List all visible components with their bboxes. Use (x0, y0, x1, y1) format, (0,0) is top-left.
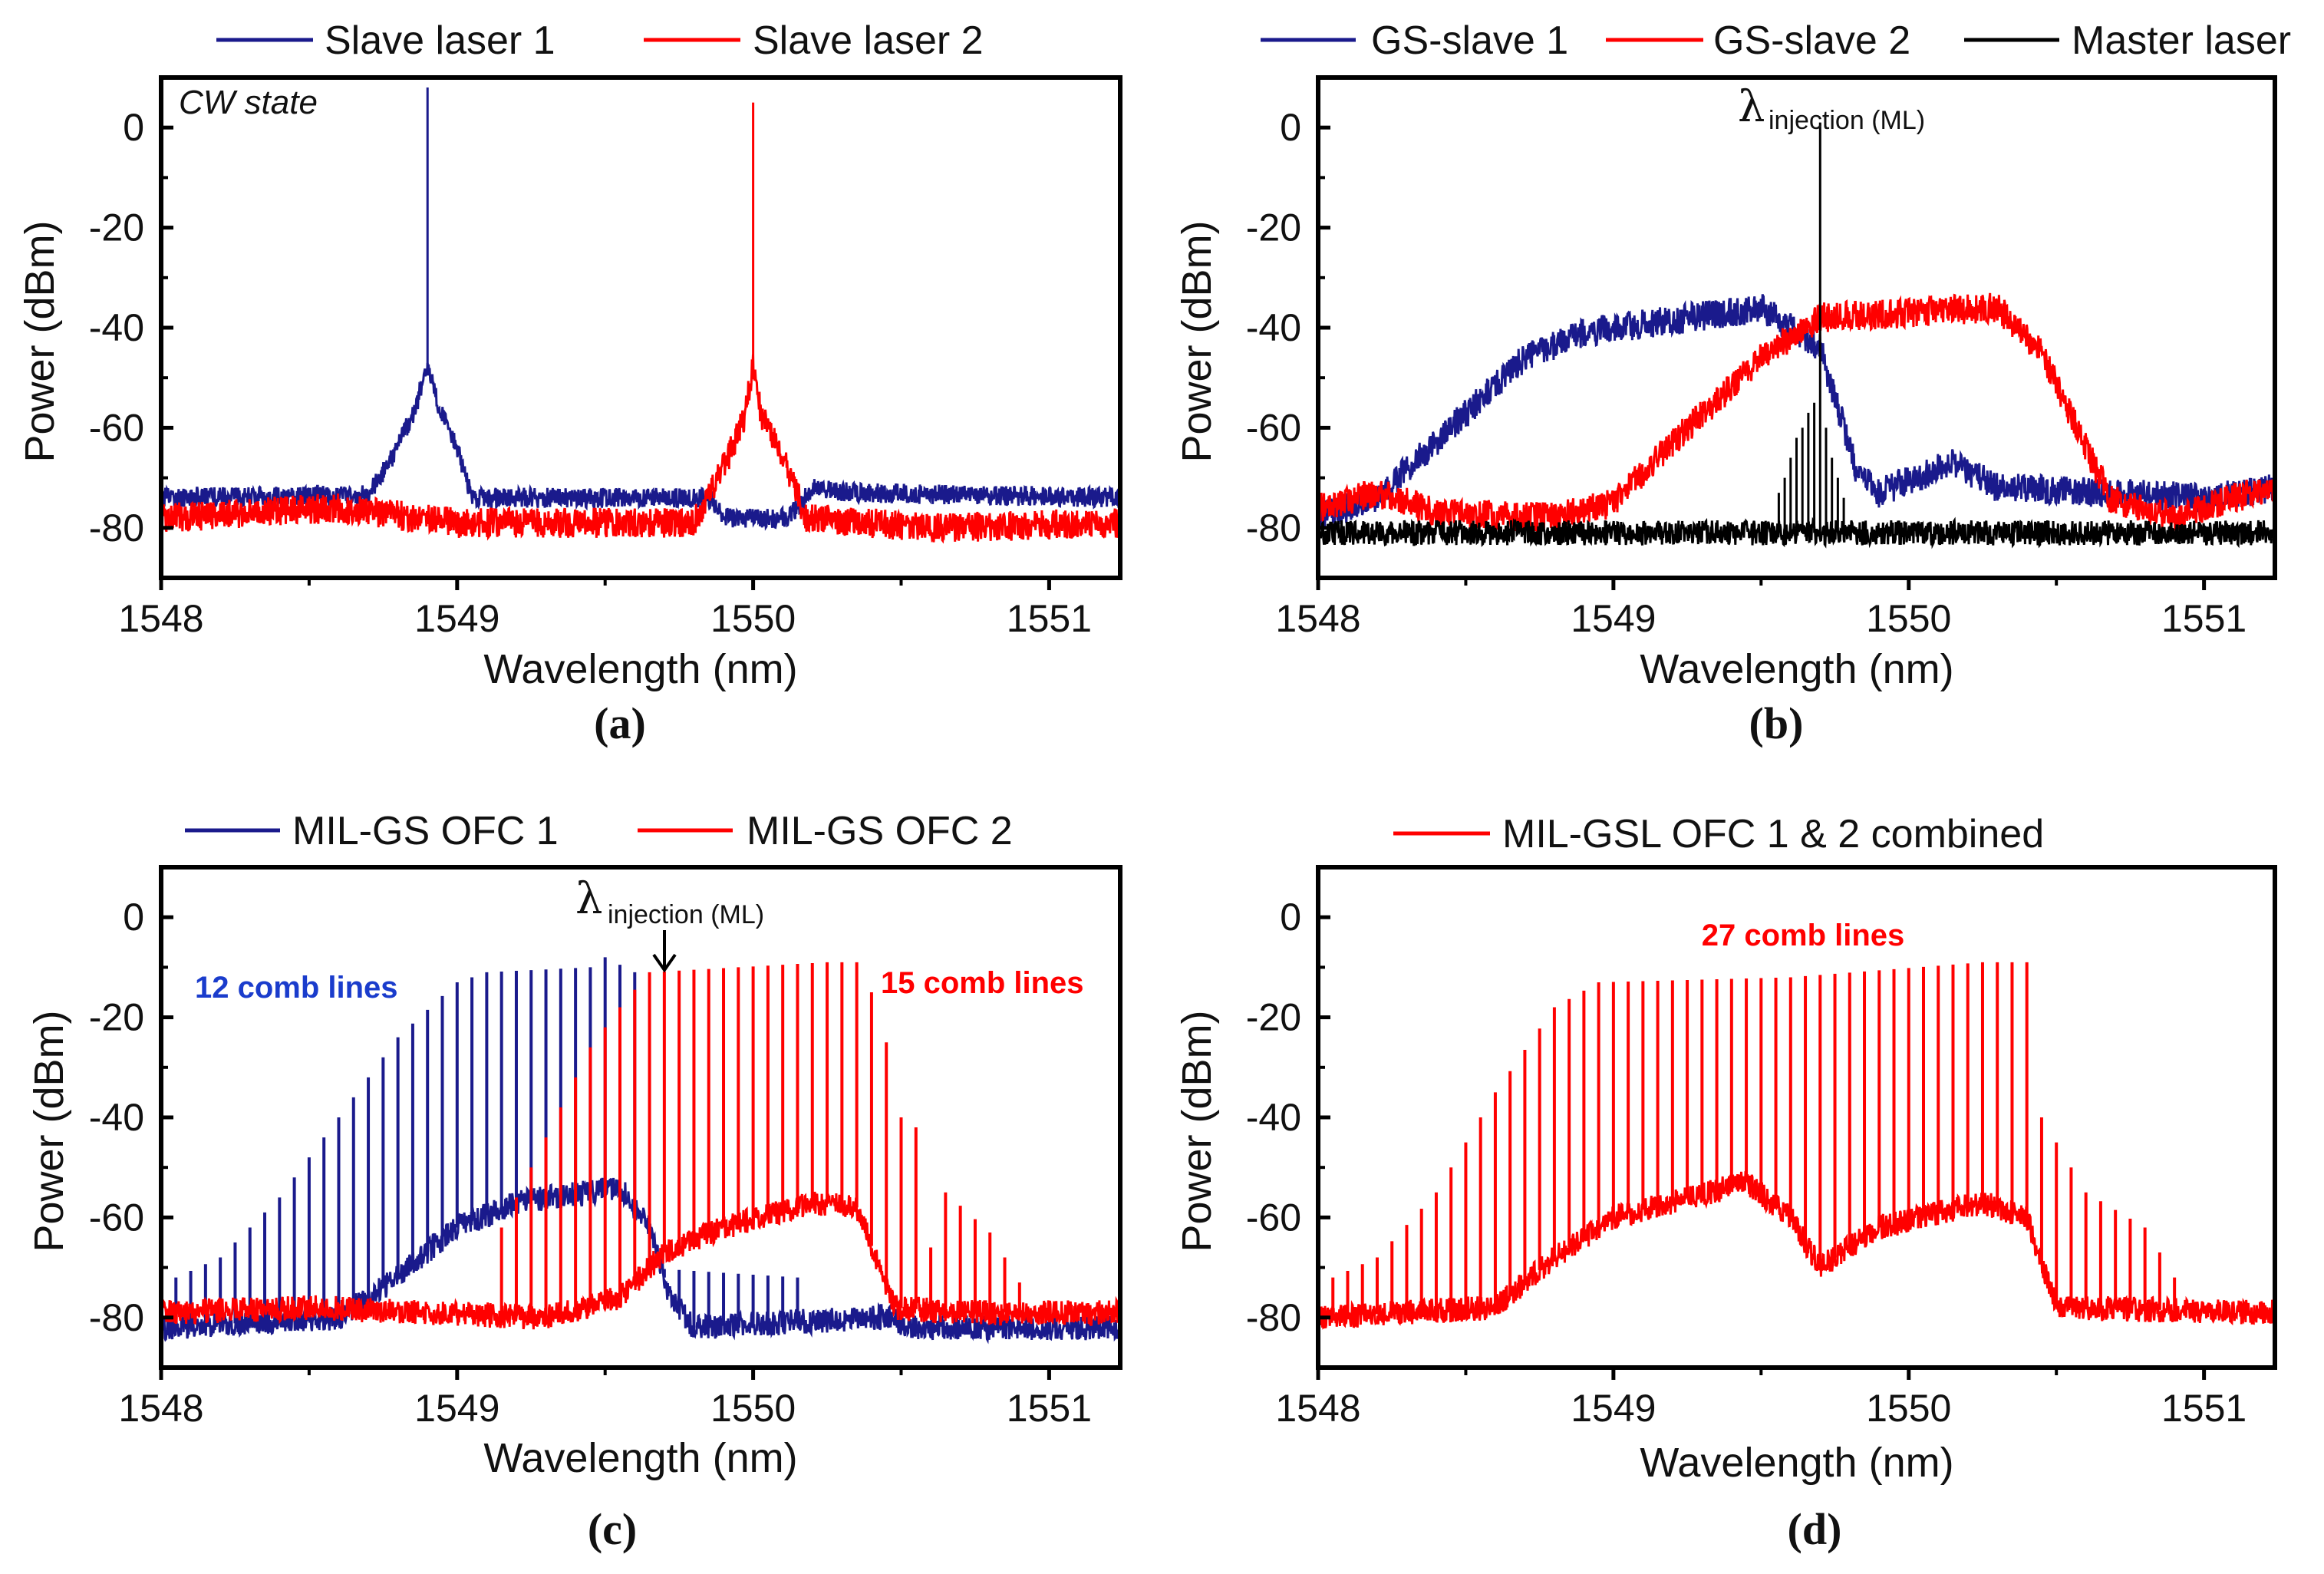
x-axis-title: Wavelength (nm) (483, 646, 797, 692)
series-gs-slave-2 (1318, 292, 2275, 535)
panel-label: (d) (1788, 1504, 1842, 1554)
series-mil-gs-ofc-2 (161, 962, 1120, 1330)
x-tick-label: 1548 (1275, 1387, 1360, 1430)
x-tick-label: 1548 (1275, 597, 1360, 640)
y-tick-label: -80 (1246, 507, 1301, 549)
y-tick-label: -20 (1246, 996, 1301, 1039)
x-tick-label: 1549 (1571, 597, 1656, 640)
y-tick-label: -60 (89, 1196, 144, 1239)
x-tick-label: 1548 (118, 1387, 203, 1430)
x-axis-title: Wavelength (nm) (1640, 646, 1953, 692)
panel-label: (b) (1749, 698, 1804, 748)
series-master-laser (1318, 122, 2275, 549)
annotation-12-comb-lines: 12 comb lines (195, 971, 398, 1005)
y-axis-title: Power (dBm) (1174, 220, 1220, 462)
y-tick-label: -60 (1246, 1196, 1301, 1239)
y-tick-label: -40 (1246, 306, 1301, 349)
x-tick-label: 1550 (710, 1387, 796, 1430)
chart-panel-a: Slave laser 1 Slave laser 2 0 -20 -40 -60 -80 1… (17, 18, 1122, 748)
noise-trace (161, 1177, 1120, 1345)
x-tick-label: 1550 (1866, 1387, 1951, 1430)
legend-label: GS-slave 1 (1371, 18, 1568, 63)
series-mil-gsl-ofc-1-2-combined (1318, 962, 2275, 1330)
annotation-15-comb-lines: 15 comb lines (881, 966, 1084, 1000)
x-tick-label: 1550 (1866, 597, 1951, 640)
y-tick-label: -60 (1246, 406, 1301, 449)
y-tick-label: -20 (89, 996, 144, 1039)
chart-panel-c: MIL-GS OFC 1 MIL-GS OFC 2 0 -20 -40 -60 -80 154… (26, 809, 1122, 1554)
y-tick-label: -80 (89, 1296, 144, 1339)
lambda-symbol: λ (1738, 82, 1765, 132)
legend-label: Master laser (2072, 18, 2291, 63)
y-tick-label: 0 (1280, 896, 1301, 939)
x-axis-title: Wavelength (nm) (1640, 1440, 1953, 1486)
x-tick-label: 1551 (1007, 1387, 1092, 1430)
plot-area (1318, 962, 2275, 1330)
y-tick-label: -40 (89, 1096, 144, 1139)
y-axis-title: Power (dBm) (17, 220, 63, 462)
x-tick-label: 1550 (710, 597, 796, 640)
y-tick-label: 0 (123, 106, 144, 149)
series-slave-laser-1 (161, 87, 1120, 531)
x-tick-label: 1549 (414, 1387, 499, 1430)
noise-trace (1318, 516, 2275, 549)
y-tick-label: 0 (1280, 106, 1301, 149)
annotation-cw-state: CW state (179, 84, 318, 121)
legend-label: MIL-GS OFC 2 (747, 809, 1013, 853)
legend-label: MIL-GSL OFC 1 & 2 combined (1502, 812, 2044, 856)
lambda-symbol: λ (575, 874, 603, 924)
plot-area (1318, 122, 2275, 549)
series-slave-laser-2 (161, 102, 1120, 544)
annotation-injection: injection (ML) (1769, 106, 1925, 135)
x-tick-label: 1548 (118, 597, 203, 640)
legend-label: MIL-GS OFC 1 (292, 809, 559, 853)
noise-trace (161, 1190, 1120, 1330)
y-axis-title: Power (dBm) (26, 1010, 72, 1252)
y-tick-label: 0 (123, 896, 144, 939)
x-tick-label: 1549 (414, 597, 499, 640)
panel-label: (a) (594, 698, 646, 748)
legend-label: Slave laser 1 (325, 18, 555, 63)
y-tick-label: -20 (89, 206, 144, 249)
plot-area (161, 957, 1120, 1345)
noise-trace (161, 354, 1120, 544)
plot-area (161, 87, 1120, 544)
legend-label: Slave laser 2 (753, 18, 984, 63)
noise-trace (1318, 292, 2275, 535)
chart-panel-b: GS-slave 1 GS-slave 2 Master laser 0 -20 -40 -… (1174, 18, 2291, 748)
annotation-injection: injection (ML) (608, 900, 764, 929)
x-tick-label: 1551 (2161, 597, 2247, 640)
x-tick-label: 1551 (2161, 1387, 2247, 1430)
y-tick-label: -40 (1246, 1096, 1301, 1139)
arrow-head-icon (652, 953, 677, 973)
y-tick-label: -80 (89, 507, 144, 549)
y-tick-label: -40 (89, 306, 144, 349)
x-tick-label: 1551 (1007, 597, 1092, 640)
y-tick-label: -80 (1246, 1296, 1301, 1339)
y-tick-label: -60 (89, 406, 144, 449)
x-tick-label: 1549 (1571, 1387, 1656, 1430)
chart-panel-d: MIL-GSL OFC 1 & 2 combined 0 -20 -40 -60 -80 1… (1174, 812, 2277, 1554)
panel-label: (c) (588, 1504, 637, 1554)
y-axis-title: Power (dBm) (1174, 1010, 1220, 1252)
y-tick-label: -20 (1246, 206, 1301, 249)
annotation-27-comb-lines: 27 comb lines (1702, 919, 1905, 952)
x-axis-title: Wavelength (nm) (483, 1435, 797, 1481)
legend-label: GS-slave 2 (1713, 18, 1910, 63)
